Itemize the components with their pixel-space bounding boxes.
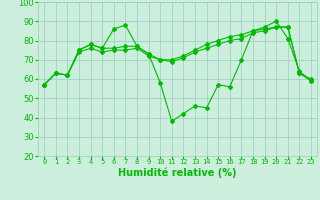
- X-axis label: Humidité relative (%): Humidité relative (%): [118, 168, 237, 178]
